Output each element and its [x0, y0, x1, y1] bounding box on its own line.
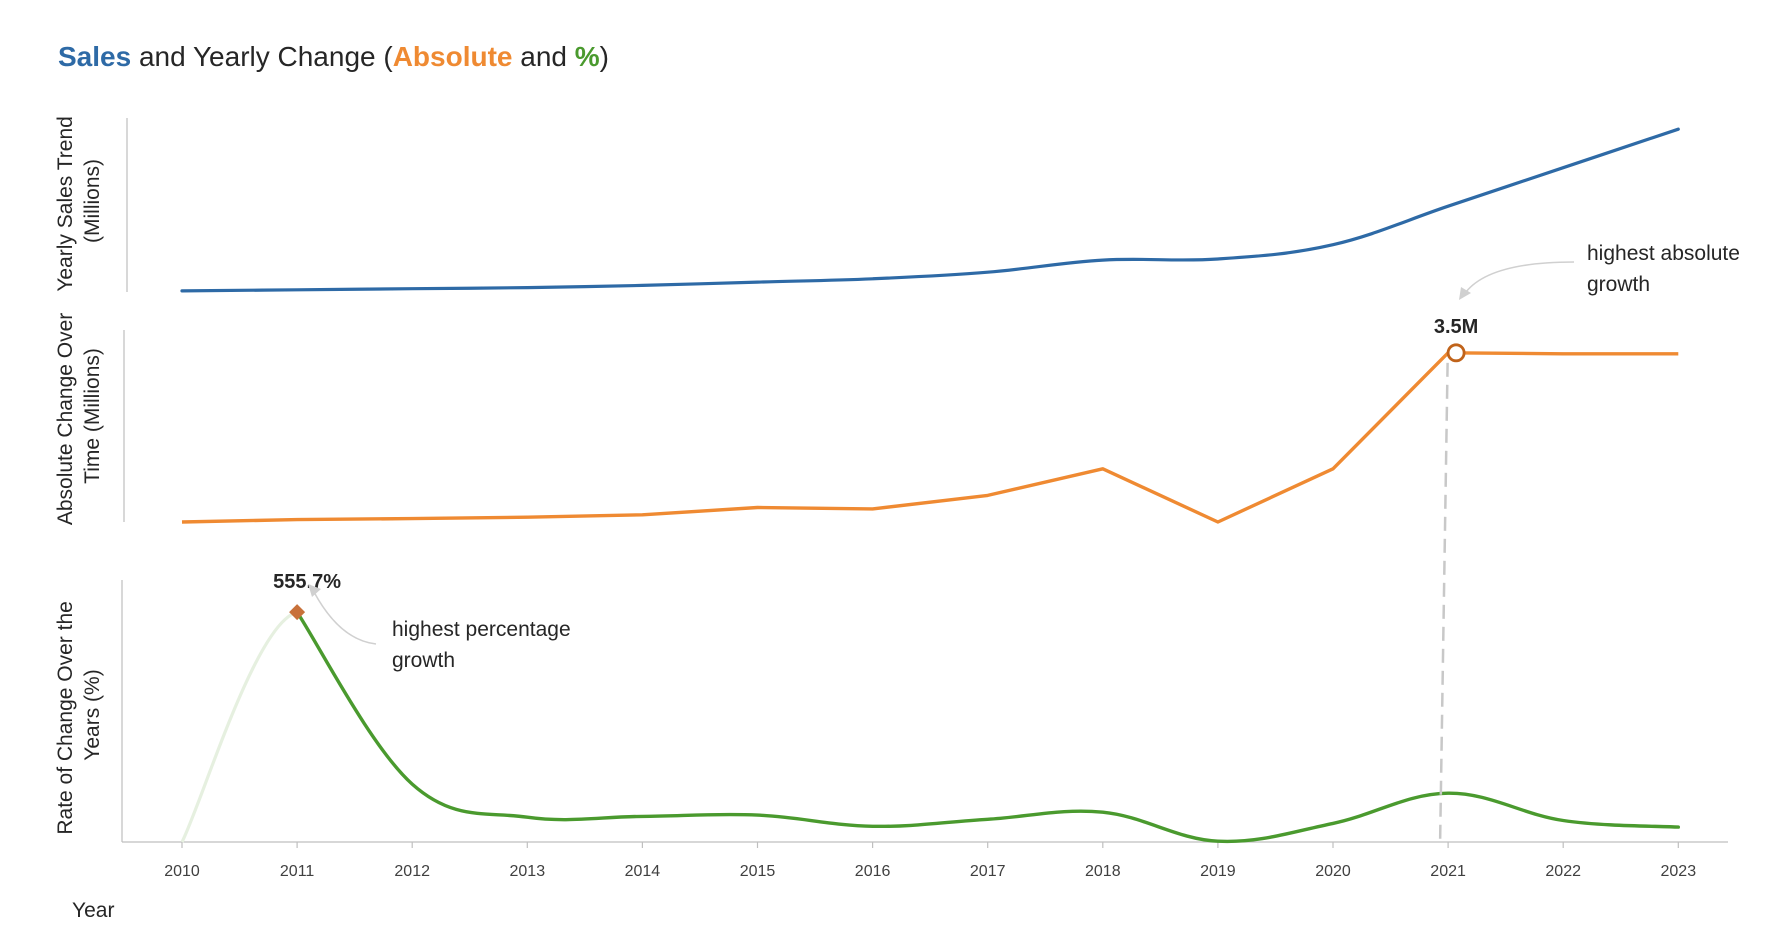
- absolute-ylabel-line1: Absolute Change Over: [54, 313, 77, 525]
- percent-peak-label: 555.7%: [273, 571, 341, 593]
- absolute-annotation-text: highest absolute growth: [1587, 242, 1746, 296]
- absolute-peak-dashed-line: [1438, 362, 1449, 843]
- sales-line: [180, 127, 1680, 293]
- absolute-peak-label: 3.5M: [1434, 316, 1478, 338]
- absolute-peak-marker: [1446, 343, 1466, 363]
- percent-annotation-line1: highest percentage: [392, 618, 571, 641]
- title-middle: and Yearly Change (: [131, 41, 393, 72]
- percent-annotation-text: highest percentage growth: [392, 618, 576, 672]
- sales-ylabel-line1: Yearly Sales Trend: [54, 116, 77, 292]
- title-close: ): [600, 41, 609, 72]
- title-sales: Sales: [58, 41, 131, 72]
- title-absolute: Absolute: [393, 41, 513, 72]
- x-tick-label: 2020: [1315, 863, 1351, 880]
- sales-ylabel: Yearly Sales Trend (Millions): [54, 110, 104, 291]
- percent-line-faded-segment: [180, 610, 298, 843]
- x-tick-label: 2014: [625, 863, 661, 880]
- absolute-annotation-line1: highest absolute: [1587, 242, 1740, 265]
- percent-annotation-arrow: [313, 591, 377, 645]
- absolute-annotation-arrowhead: [1459, 287, 1471, 300]
- x-tick-label: 2015: [740, 863, 776, 880]
- title-and: and: [512, 41, 574, 72]
- percent-line: [295, 610, 1680, 844]
- x-tick-label: 2010: [164, 863, 200, 880]
- x-tick-label: 2017: [970, 863, 1006, 880]
- x-tick-label: 2013: [510, 863, 546, 880]
- percent-annotation: highest percentage growth: [308, 584, 576, 672]
- percent-ylabel-line1: Rate of Change Over the: [54, 601, 77, 834]
- absolute-annotation-arrow: [1465, 261, 1575, 293]
- title-percent: %: [575, 41, 600, 72]
- x-tick-label: 2023: [1661, 863, 1697, 880]
- x-tick-label: 2019: [1200, 863, 1236, 880]
- x-ticks: 2010 2011 2012 2013 2014 2015 2016 2017 2018 2019…: [164, 842, 1696, 880]
- chart-title: Sales and Yearly Change (Absolute and %): [58, 41, 609, 72]
- absolute-annotation-line2: growth: [1587, 273, 1650, 296]
- x-tick-label: 2011: [280, 863, 315, 880]
- percent-annotation-arrowhead: [308, 584, 321, 597]
- markers-layer: 3.5M 555.7%: [273, 316, 1478, 621]
- absolute-ylabel: Absolute Change Over Time (Millions): [54, 307, 104, 525]
- absolute-annotation: highest absolute growth: [1459, 242, 1746, 300]
- sales-ylabel-line2: (Millions): [81, 159, 104, 243]
- percent-annotation-line2: growth: [392, 649, 455, 672]
- percent-ylabel: Rate of Change Over the Years (%): [54, 595, 104, 834]
- x-axis-label: Year: [72, 899, 114, 922]
- x-tick-label: 2021: [1430, 863, 1466, 880]
- x-tick-label: 2012: [394, 863, 430, 880]
- percent-ylabel-line2: Years (%): [81, 669, 104, 760]
- x-tick-label: 2022: [1545, 863, 1581, 880]
- series-layer: [180, 127, 1680, 844]
- absolute-line: [181, 351, 1679, 524]
- percent-peak-marker: [289, 604, 306, 621]
- absolute-ylabel-line2: Time (Millions): [81, 348, 104, 484]
- x-tick-label: 2018: [1085, 863, 1121, 880]
- x-tick-label: 2016: [855, 863, 891, 880]
